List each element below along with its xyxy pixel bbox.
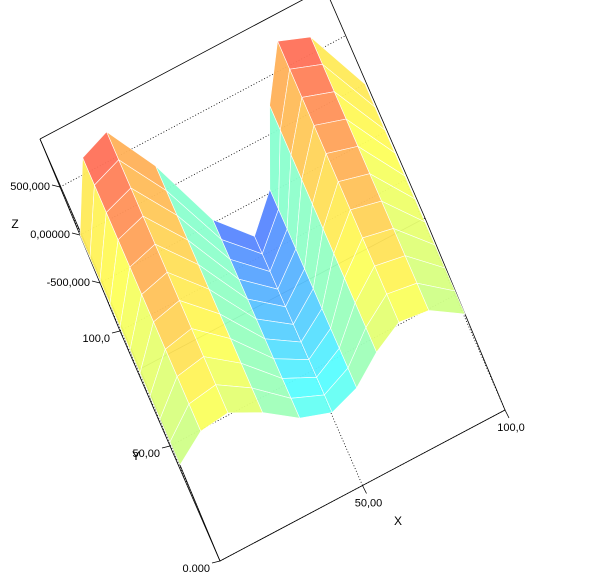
box-edge	[39, 0, 304, 140]
tick-mark	[504, 409, 510, 419]
x-axis-title: X	[394, 514, 402, 528]
tick-mark	[91, 280, 101, 284]
y-axis-title: Y	[132, 449, 140, 463]
z-tick-label: -500,000	[47, 277, 90, 289]
tick-mark	[111, 330, 121, 334]
x-tick-label: 100,0	[497, 422, 525, 434]
tick-mark	[161, 445, 171, 449]
y-tick-label: 100,0	[82, 333, 110, 345]
z-tick-label: 500,000	[10, 181, 50, 193]
z-tick-label: 0,00000	[30, 229, 70, 241]
annotations: X Y Z	[11, 217, 402, 528]
surface	[79, 36, 466, 466]
tick-mark	[51, 184, 61, 188]
surface-patch	[169, 403, 202, 466]
y-tick-label: 50,00	[132, 448, 160, 460]
z-axis-title: Z	[11, 217, 18, 231]
y-tick-label: 0,000	[182, 563, 210, 572]
x-tick-label: 50,00	[355, 497, 383, 509]
tick-mark	[71, 232, 81, 236]
tick-mark	[362, 485, 367, 494]
box-edge	[329, 0, 426, 219]
tick-mark	[211, 560, 221, 564]
axes-box: -500,000 0,00000 500,000 50,00 100,0 0,000 50,…	[10, 0, 525, 572]
